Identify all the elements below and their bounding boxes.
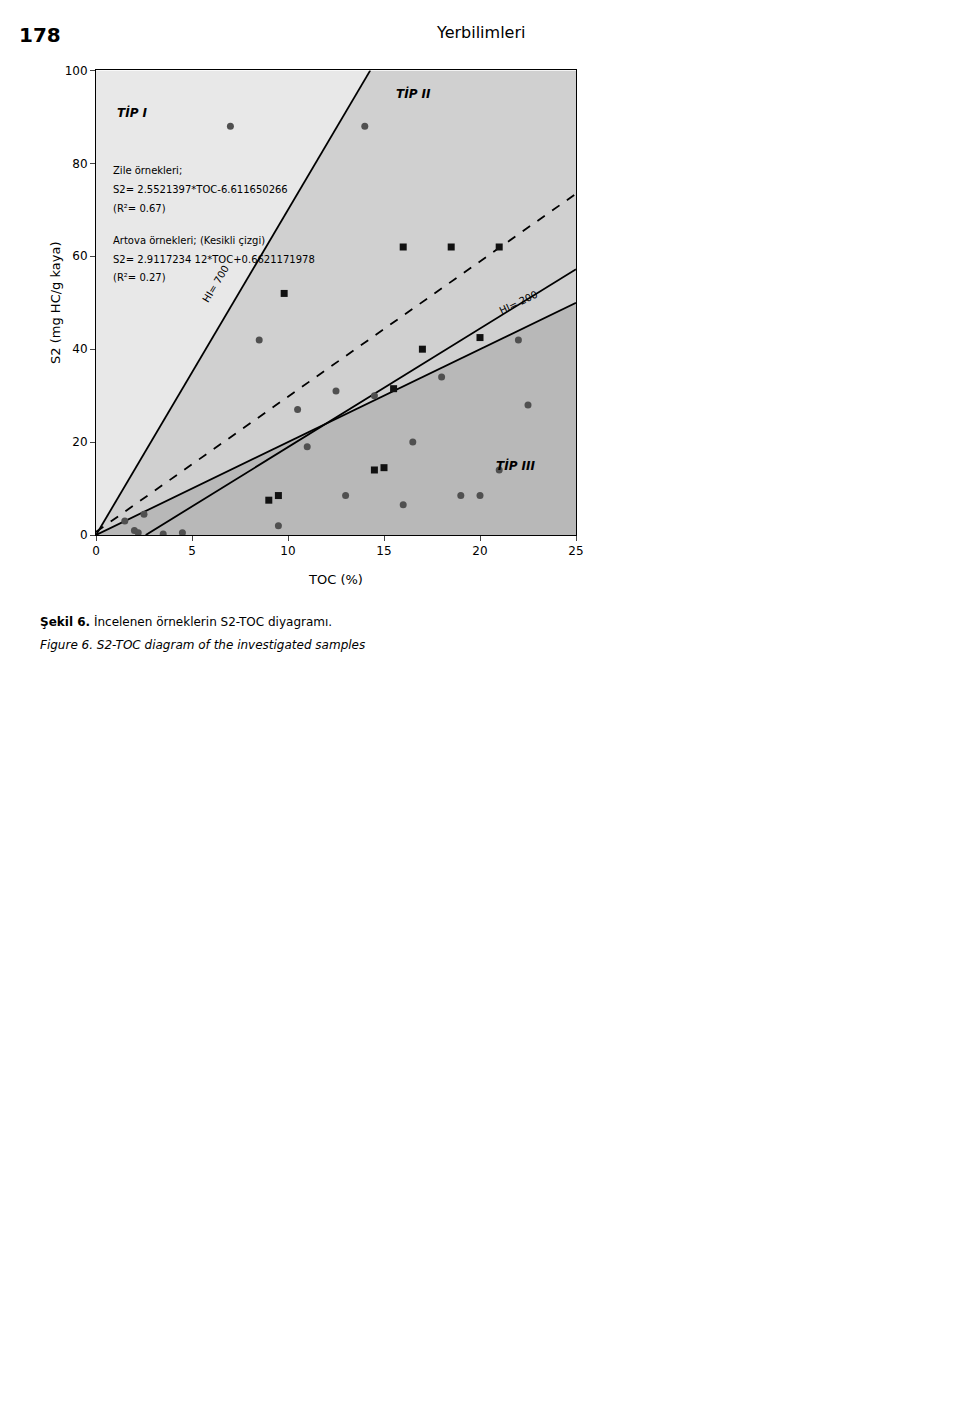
svg-text:40: 40 xyxy=(72,342,87,356)
svg-text:S2= 2.5521397*TOC-6.611650266: S2= 2.5521397*TOC-6.611650266 xyxy=(113,184,288,195)
svg-text:Şekil 6. İncelenen örneklerin: Şekil 6. İncelenen örneklerin S2-TOC di… xyxy=(40,614,332,629)
svg-text:S2 (mg HC/g kaya): S2 (mg HC/g kaya) xyxy=(48,242,63,364)
svg-text:25: 25 xyxy=(568,544,583,558)
svg-text:0: 0 xyxy=(92,544,100,558)
svg-text:TİP III: TİP III xyxy=(496,458,536,473)
svg-text:Yerbilimleri: Yerbilimleri xyxy=(436,23,525,42)
svg-text:100: 100 xyxy=(65,64,88,78)
svg-text:TİP II: TİP II xyxy=(396,86,431,101)
svg-text:Figure 6. S2-TOC diagram of th: Figure 6. S2-TOC diagram of the investig… xyxy=(40,638,365,652)
svg-text:TOC (%): TOC (%) xyxy=(308,572,363,587)
svg-text:10: 10 xyxy=(280,544,295,558)
svg-text:(R²= 0.67): (R²= 0.67) xyxy=(113,203,166,214)
svg-text:0: 0 xyxy=(80,528,88,542)
svg-text:20: 20 xyxy=(72,435,87,449)
svg-text:HI= 200: HI= 200 xyxy=(498,288,540,316)
svg-text:178: 178 xyxy=(19,23,61,47)
svg-text:HI= 700: HI= 700 xyxy=(200,263,231,304)
svg-text:15: 15 xyxy=(376,544,391,558)
svg-text:TİP I: TİP I xyxy=(117,105,148,120)
svg-text:80: 80 xyxy=(72,157,87,171)
svg-text:5: 5 xyxy=(188,544,196,558)
svg-text:(R²= 0.27): (R²= 0.27) xyxy=(113,272,166,283)
svg-text:20: 20 xyxy=(472,544,487,558)
svg-text:Zile örnekleri;: Zile örnekleri; xyxy=(113,165,182,176)
svg-text:60: 60 xyxy=(72,249,87,263)
svg-text:S2= 2.9117234 12*TOC+0.6621171: S2= 2.9117234 12*TOC+0.6621171978 xyxy=(113,254,315,265)
svg-text:Artova örnekleri; (Kesikli çiz: Artova örnekleri; (Kesikli çizgi) xyxy=(113,235,265,246)
